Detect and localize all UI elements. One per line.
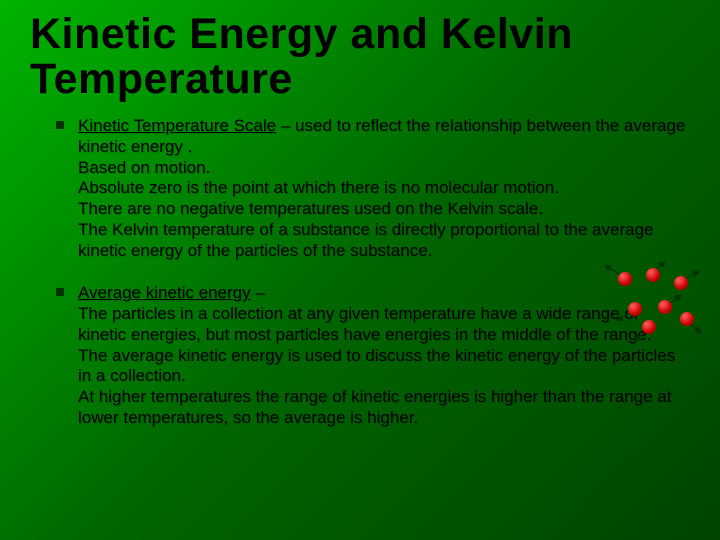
bullet-icon [56,288,64,296]
section-1-heading: Kinetic Temperature Scale [78,116,276,135]
atom-icon [642,320,656,334]
section-2: Average kinetic energy – The particles i… [30,283,690,428]
slide-content: Kinetic Energy and Kelvin Temperature Ki… [0,0,720,471]
section-1-line-3: There are no negative temperatures used … [78,199,690,220]
slide-title: Kinetic Energy and Kelvin Temperature [30,12,690,102]
section-2-sep: – [251,283,265,302]
section-2-heading: Average kinetic energy [78,283,251,302]
atom-icon [680,312,694,326]
section-1-line-2: Absolute zero is the point at which ther… [78,178,690,199]
section-1-sep: – [276,116,295,135]
section-2-line-2: The average kinetic energy is used to di… [78,346,690,387]
section-1: Kinetic Temperature Scale – used to refl… [30,116,690,261]
atom-icon [628,302,642,316]
atom-icon [618,272,632,286]
atom-icon [674,276,688,290]
section-1-line-4: The Kelvin temperature of a substance is… [78,220,690,261]
atom-icon [646,268,660,282]
section-1-line-1: Based on motion. [78,158,690,179]
section-2-line-3: At higher temperatures the range of kine… [78,387,690,428]
section-1-lead: Kinetic Temperature Scale – used to refl… [78,116,690,157]
section-2-line-1: The particles in a collection at any giv… [78,304,690,345]
bullet-icon [56,121,64,129]
section-2-lead: Average kinetic energy – [78,283,690,304]
atom-icon [658,300,672,314]
molecules-graphic [604,262,704,342]
